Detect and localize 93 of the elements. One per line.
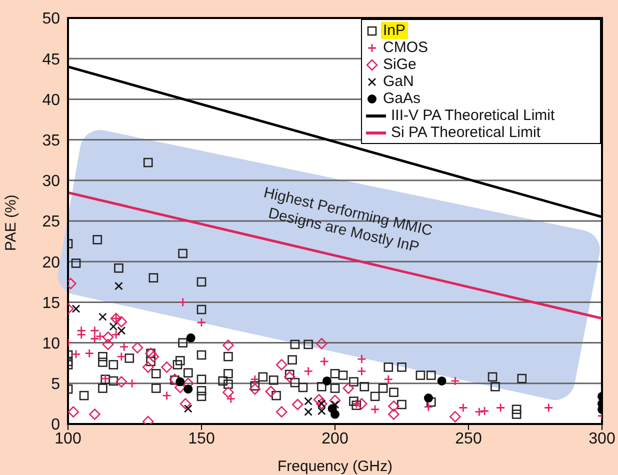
- point: [196, 318, 206, 328]
- point: [102, 338, 114, 350]
- point: [356, 398, 368, 410]
- point: [111, 330, 121, 340]
- point: [304, 397, 312, 406]
- legend-label: Si PA Theoretical Limit: [390, 124, 542, 141]
- point: [474, 407, 484, 417]
- point: [329, 394, 341, 406]
- point: [148, 350, 160, 362]
- y-tick-label: 40: [42, 92, 60, 109]
- point: [180, 398, 192, 410]
- legend-label: CMOS: [382, 39, 429, 56]
- y-tick-label: 15: [42, 294, 60, 312]
- point: [186, 333, 196, 342]
- point: [384, 374, 394, 384]
- point: [304, 366, 313, 376]
- point: [76, 326, 86, 336]
- point: [342, 382, 354, 394]
- point: [284, 371, 296, 383]
- point: [276, 406, 288, 418]
- legend-label: GaN: [382, 73, 415, 90]
- point: [316, 338, 328, 350]
- y-tick-label: 5: [51, 376, 60, 394]
- point: [304, 408, 312, 416]
- point: [71, 349, 81, 359]
- point: [184, 384, 193, 394]
- point: [116, 316, 128, 328]
- point: [437, 376, 446, 386]
- point: [357, 354, 366, 364]
- point: [357, 366, 366, 376]
- point: [89, 408, 100, 420]
- point: [317, 406, 326, 416]
- y-tick-label: 25: [42, 214, 60, 231]
- point: [424, 394, 433, 403]
- y-tick-label: 50: [42, 10, 60, 28]
- point: [226, 394, 236, 404]
- y-axis-title: PAE (%): [2, 194, 20, 251]
- point: [109, 322, 118, 331]
- point: [68, 406, 79, 418]
- point: [184, 404, 192, 413]
- point: [322, 376, 332, 386]
- y-tick-label: 20: [42, 254, 60, 272]
- point: [320, 356, 330, 366]
- y-tick-label: 10: [42, 335, 60, 352]
- legend-label: GaAs: [382, 90, 422, 107]
- point: [276, 359, 288, 370]
- y-tick-label: 30: [42, 173, 60, 190]
- point: [72, 304, 80, 313]
- point: [176, 377, 185, 386]
- point: [116, 376, 128, 388]
- point: [117, 326, 126, 335]
- point: [90, 334, 100, 344]
- point: [222, 386, 234, 398]
- x-tick-label: 150: [188, 430, 215, 448]
- point: [250, 374, 260, 384]
- point: [458, 403, 468, 412]
- point: [162, 390, 172, 400]
- point: [249, 383, 261, 395]
- point: [116, 352, 126, 362]
- point: [450, 376, 460, 386]
- point: [544, 403, 554, 412]
- point: [370, 404, 380, 414]
- point: [142, 362, 154, 373]
- point: [132, 342, 144, 354]
- point: [388, 408, 400, 420]
- y-tick-label: 45: [42, 51, 60, 68]
- y-tick-label: 35: [42, 132, 60, 150]
- point: [119, 342, 129, 352]
- point: [292, 398, 304, 410]
- point: [330, 400, 340, 409]
- point: [84, 348, 94, 358]
- point: [424, 402, 434, 412]
- legend-label: SiGe: [382, 56, 418, 73]
- legend-label: III-V PA Theoretical Limit: [390, 107, 556, 124]
- point: [222, 340, 234, 351]
- point: [330, 410, 340, 419]
- x-tick-label: 200: [322, 430, 348, 448]
- point: [313, 394, 325, 406]
- point: [388, 400, 400, 412]
- point: [178, 298, 188, 307]
- point: [127, 378, 137, 388]
- point: [450, 411, 461, 422]
- point: [480, 406, 490, 416]
- x-tick-label: 250: [455, 430, 482, 448]
- x-tick-label: 300: [588, 430, 616, 448]
- x-axis-title: Frequency (GHz): [277, 458, 393, 475]
- legend-label: InP: [381, 22, 408, 39]
- point: [102, 331, 114, 343]
- point: [496, 403, 506, 412]
- point: [161, 362, 172, 373]
- point: [114, 282, 123, 290]
- point: [98, 312, 107, 322]
- point: [265, 386, 277, 398]
